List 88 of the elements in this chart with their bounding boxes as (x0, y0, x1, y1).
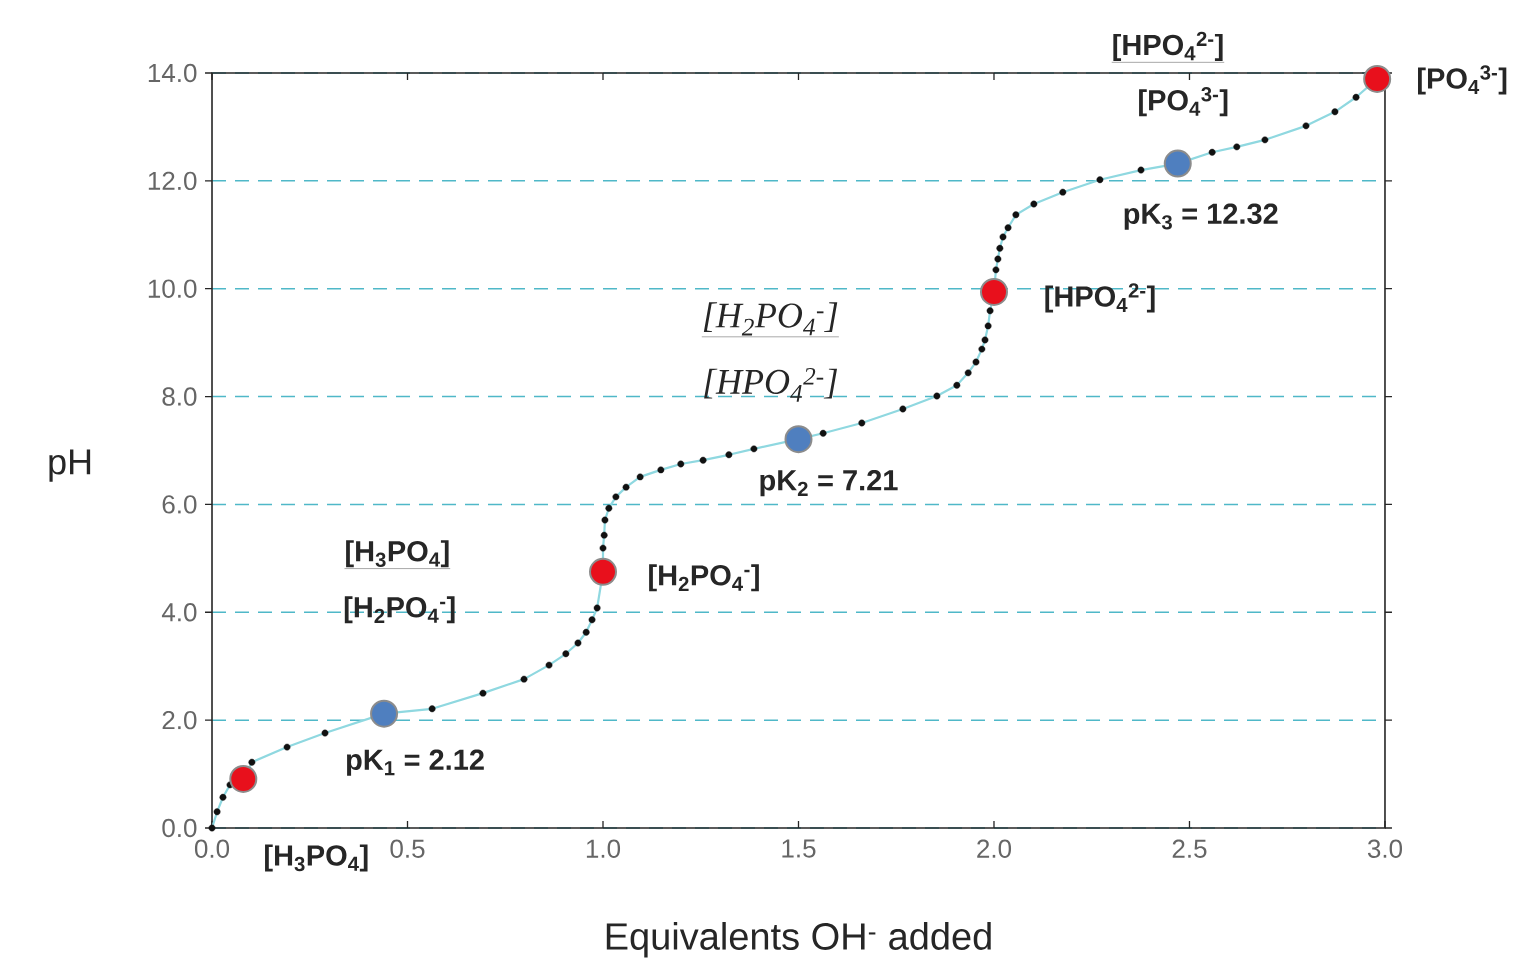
x-axis-title: Equivalents OH$^{-}$ added (606, 922, 991, 958)
point (1331, 108, 1339, 116)
y-axis-title: pH (49, 449, 91, 482)
point (1163, 149, 1192, 178)
point (588, 616, 596, 624)
point (562, 650, 570, 658)
annotation: [H$_{2}$PO$_{4}$$^{-}$] (649, 564, 759, 592)
point (589, 557, 617, 586)
point (1261, 136, 1269, 144)
y-tick-label: 12.0 (148, 171, 197, 191)
point (858, 419, 866, 427)
y-tick-label: 14.0 (148, 63, 197, 83)
point (574, 639, 582, 647)
point (1363, 64, 1392, 93)
y-tick-label: 2.0 (162, 710, 197, 730)
y-tick-label: 0.0 (162, 818, 197, 838)
x-tick-label: 2.5 (1172, 839, 1207, 858)
point (1012, 211, 1020, 219)
point (964, 369, 972, 377)
y-tick-label: 8.0 (162, 387, 197, 406)
point (601, 516, 609, 524)
point (520, 675, 528, 683)
point (545, 661, 553, 669)
y-tick-label: 10.0 (148, 279, 197, 298)
annotation: pK$_{1}$ = 2.12 (346, 749, 484, 776)
x-tick-label: 0.5 (390, 839, 425, 858)
annotation: pK$_{3}$ = 12.32 (1124, 203, 1278, 230)
point (725, 451, 733, 459)
point (999, 233, 1007, 241)
point (593, 604, 601, 612)
x-tick-label: 1.5 (782, 839, 816, 858)
text: [HPO$_{4}$$^{2-}$] (1113, 31, 1223, 61)
point (248, 758, 256, 766)
point (750, 445, 758, 453)
point (612, 493, 620, 501)
point (428, 705, 436, 713)
point (1004, 224, 1012, 232)
point (479, 689, 487, 697)
y-tick-label: 6.0 (162, 495, 197, 514)
point (819, 429, 827, 437)
y-tick-label: 4.0 (161, 603, 197, 622)
point (996, 244, 1004, 252)
point (1233, 143, 1241, 151)
point (321, 729, 329, 737)
annotation: [H$_{2}$PO$_{4}$$^{-}$] (703, 302, 838, 336)
annotation: [PO$_{4}$$^{3-}$] (1418, 65, 1507, 95)
point (979, 277, 1008, 306)
point (219, 793, 227, 801)
point (1137, 166, 1145, 174)
point (972, 358, 980, 366)
point (1059, 188, 1067, 196)
point (283, 743, 291, 751)
point (657, 466, 665, 474)
x-tick-label: 2.0 (977, 839, 1012, 858)
annotation: [PO$_{4}$$^{3-}$] (1139, 87, 1228, 117)
point (981, 336, 989, 344)
point (208, 824, 216, 832)
point (599, 544, 607, 552)
point (1030, 200, 1038, 208)
point (229, 764, 258, 793)
point (370, 699, 399, 728)
point (213, 808, 221, 816)
x-tick-label: 0.0 (194, 839, 230, 858)
point (1208, 148, 1216, 156)
point (1352, 93, 1360, 101)
x-tick-label: 3.0 (1367, 839, 1403, 858)
point (933, 392, 941, 400)
point (636, 473, 644, 481)
point (600, 531, 608, 539)
point (605, 504, 613, 512)
point (699, 456, 707, 464)
point (984, 322, 992, 330)
point (953, 381, 961, 389)
point (978, 345, 986, 353)
point (582, 628, 590, 636)
point (986, 307, 994, 315)
point (784, 425, 813, 454)
point (992, 266, 1000, 274)
point (677, 460, 685, 468)
annotation: pK$_{2}$ = 7.21 (760, 470, 898, 497)
point (622, 483, 630, 491)
point (994, 255, 1002, 263)
point (1096, 176, 1104, 184)
point (899, 405, 907, 413)
annotation: [H$_{3}$PO$_{4}$] (265, 844, 368, 872)
x-tick-label: 1.0 (586, 839, 621, 858)
annotation: [H$_{3}$PO$_{4}$] (346, 540, 449, 568)
point (1302, 122, 1310, 130)
